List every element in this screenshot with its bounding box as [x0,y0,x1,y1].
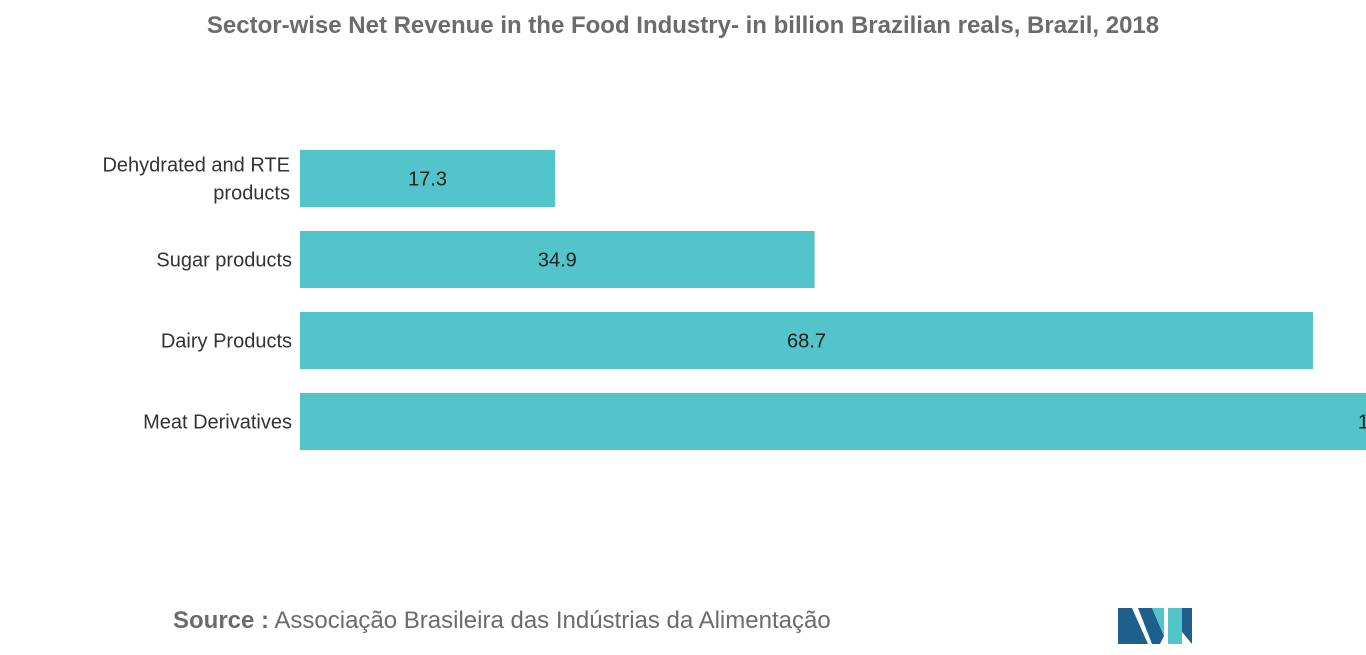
source-text: Associação Brasileira das Indústrias da … [274,607,831,634]
bars-layer [300,150,1366,450]
bar-chart: Dehydrated and RTE products Sugar products… [102,150,1366,450]
logo-shape-mid-light [1152,608,1164,636]
category-labels: Dehydrated and RTE products Sugar products… [102,155,292,434]
category-label: Sugar products [156,250,292,272]
bar [300,150,556,207]
bar [300,393,1366,450]
source-note: Source : Associação Brasileira das Indús… [173,607,831,635]
category-label: Dairy Products [161,331,292,353]
bar [300,312,1313,369]
bar-value-label: 34.9 [538,250,577,272]
mordor-intelligence-logo-icon [1118,608,1192,644]
logo-shape-right-light [1168,608,1182,644]
source-prefix: Source : [173,607,270,634]
logo-shape-mid-dark [1138,608,1164,644]
bar-value-label: 17.3 [408,169,447,191]
bar [300,231,815,288]
logo-shape-left [1118,608,1148,644]
logo-shape-right-dark [1182,608,1192,644]
category-label: Meat Derivatives [143,412,292,434]
category-label: Dehydrated and RTE products [102,155,290,205]
bar-value-label: 68.7 [787,331,826,353]
chart-title: Sector-wise Net Revenue in the Food Indu… [206,12,1160,39]
value-labels: 17.3 34.9 68.7 14 [408,169,1366,434]
bar-value-label: 14 [1358,412,1366,434]
